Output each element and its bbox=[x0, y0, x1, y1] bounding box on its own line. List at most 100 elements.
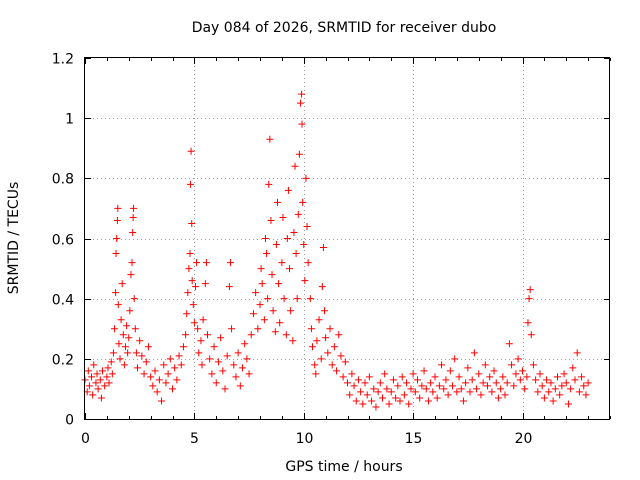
data-point bbox=[429, 388, 437, 396]
data-point bbox=[292, 250, 300, 258]
data-point bbox=[470, 349, 478, 357]
data-point bbox=[283, 235, 291, 242]
data-point bbox=[549, 397, 557, 405]
data-point bbox=[435, 382, 443, 390]
data-point bbox=[433, 394, 441, 402]
data-point bbox=[457, 385, 465, 393]
data-point bbox=[164, 370, 172, 378]
data-point bbox=[131, 325, 139, 333]
data-point bbox=[175, 352, 183, 360]
data-point bbox=[289, 337, 297, 345]
data-point bbox=[88, 373, 96, 381]
data-point bbox=[424, 397, 432, 405]
data-point bbox=[234, 349, 242, 357]
data-point bbox=[567, 385, 575, 393]
data-point bbox=[280, 295, 288, 303]
data-point bbox=[245, 370, 253, 378]
data-point bbox=[257, 265, 265, 273]
data-point bbox=[304, 259, 312, 267]
data-point bbox=[440, 385, 448, 393]
data-point bbox=[138, 352, 146, 360]
data-point bbox=[214, 358, 222, 366]
data-point bbox=[187, 147, 195, 155]
data-point bbox=[232, 373, 240, 381]
data-point bbox=[333, 367, 341, 375]
data-point bbox=[210, 343, 218, 351]
data-point bbox=[534, 388, 542, 396]
data-points bbox=[81, 90, 592, 411]
data-point bbox=[114, 301, 122, 309]
data-point bbox=[328, 361, 336, 369]
plot-frame bbox=[84, 57, 610, 420]
data-point bbox=[449, 382, 456, 390]
y-axis-label: SRMTID / TECUs bbox=[6, 182, 22, 295]
data-point bbox=[99, 367, 106, 375]
data-point bbox=[339, 373, 347, 381]
data-point bbox=[381, 370, 389, 378]
data-point bbox=[123, 322, 131, 330]
data-point bbox=[94, 385, 102, 393]
data-point bbox=[298, 90, 306, 98]
data-point bbox=[109, 349, 117, 357]
data-point bbox=[117, 316, 125, 324]
data-point bbox=[389, 376, 397, 384]
data-point bbox=[527, 331, 535, 339]
data-point bbox=[126, 307, 134, 315]
data-point bbox=[501, 391, 509, 399]
data-point bbox=[418, 382, 426, 390]
data-point bbox=[466, 388, 474, 396]
data-point bbox=[547, 379, 555, 387]
data-point bbox=[230, 361, 238, 369]
data-point bbox=[201, 280, 209, 288]
data-point bbox=[269, 307, 277, 315]
data-point bbox=[303, 222, 311, 230]
data-point bbox=[462, 379, 470, 387]
data-point bbox=[278, 259, 286, 267]
data-point bbox=[179, 343, 187, 351]
data-point bbox=[265, 180, 273, 188]
y-tick-label: 0.2 bbox=[52, 353, 74, 369]
data-point bbox=[223, 352, 231, 360]
data-point bbox=[446, 367, 454, 375]
data-point bbox=[124, 349, 132, 357]
data-point bbox=[136, 337, 144, 345]
data-point bbox=[252, 289, 260, 297]
data-point bbox=[444, 391, 452, 399]
data-point bbox=[405, 400, 413, 408]
data-point bbox=[560, 370, 568, 378]
data-point bbox=[93, 370, 101, 378]
data-point bbox=[260, 316, 268, 324]
x-tick-label: 0 bbox=[81, 431, 90, 447]
data-point bbox=[551, 385, 559, 393]
data-point bbox=[226, 259, 234, 267]
data-point bbox=[160, 361, 168, 369]
data-point bbox=[484, 382, 491, 390]
data-point bbox=[128, 259, 136, 267]
data-point bbox=[311, 361, 319, 369]
data-point bbox=[107, 358, 115, 366]
y-tick-label: 1.2 bbox=[52, 52, 74, 68]
data-point bbox=[225, 283, 233, 291]
data-point bbox=[398, 373, 406, 381]
data-point bbox=[198, 361, 206, 369]
data-point bbox=[127, 271, 135, 279]
data-point bbox=[254, 325, 262, 333]
data-point bbox=[512, 370, 520, 378]
data-point bbox=[112, 250, 120, 258]
data-point bbox=[422, 385, 430, 393]
data-point bbox=[420, 367, 428, 375]
x-axis-label: GPS time / hours bbox=[285, 459, 402, 475]
data-point bbox=[115, 340, 123, 348]
data-point bbox=[84, 367, 92, 375]
data-point bbox=[370, 385, 378, 393]
data-point bbox=[286, 265, 294, 273]
data-point bbox=[243, 355, 251, 363]
data-point bbox=[346, 391, 354, 399]
data-point bbox=[427, 379, 435, 387]
data-point bbox=[313, 337, 321, 345]
data-point bbox=[208, 370, 216, 378]
data-point bbox=[129, 213, 137, 221]
data-point bbox=[228, 325, 236, 333]
data-point bbox=[477, 391, 485, 399]
data-point bbox=[291, 162, 299, 170]
